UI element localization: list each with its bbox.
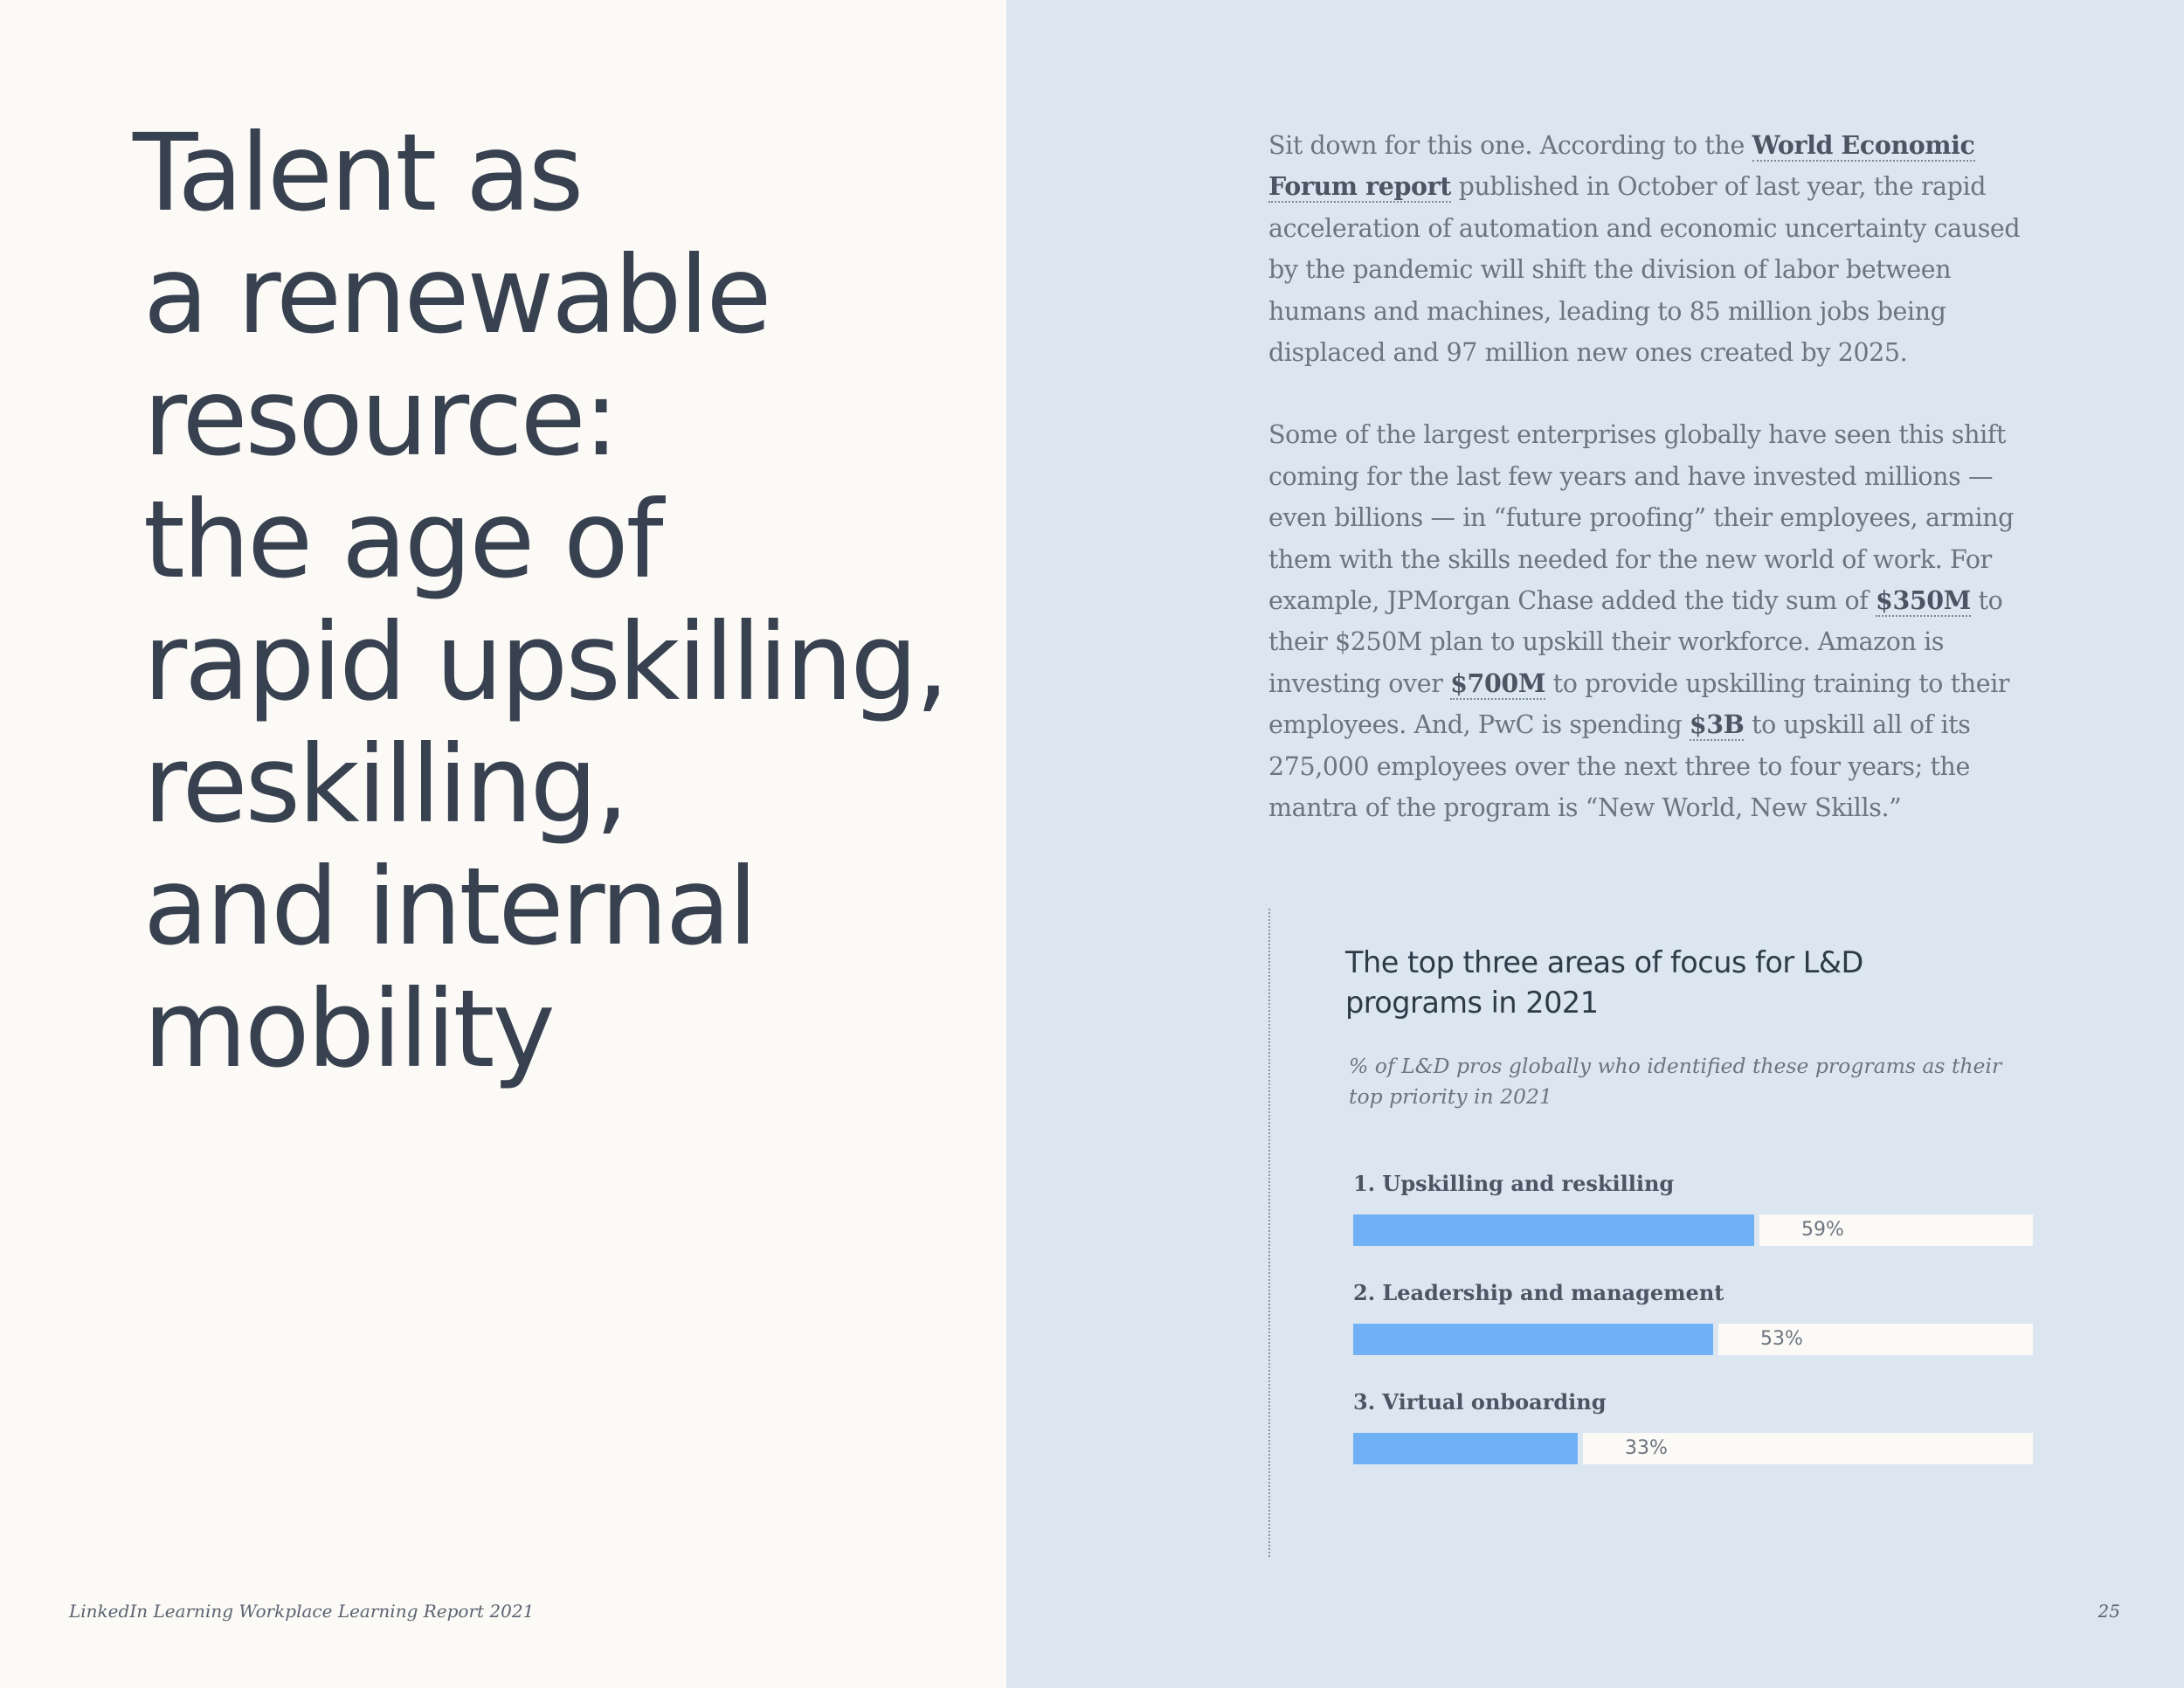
body-paragraph-2: Some of the largest enterprises globally… (1268, 414, 2046, 828)
body-text-run: to upskill all of its 275,000 employees … (1268, 710, 1971, 823)
wef-report-link[interactable]: World Economic Forum report (1268, 130, 1975, 204)
bar-category-label: 3. Virtual onboarding (1353, 1389, 1607, 1415)
body-text-run: to provide upskilling training to their … (1268, 668, 2010, 740)
bar-value-label: 59% (1754, 1214, 1844, 1246)
page-number: 25 (2098, 1601, 2120, 1622)
bar-item: 3. Virtual onboarding 33% (1353, 1389, 2035, 1477)
chart-divider (1268, 909, 1270, 1557)
bar (1353, 1214, 1754, 1246)
bar-track: 53% (1353, 1324, 2033, 1355)
headline-line-2: a renewable (143, 233, 771, 357)
bar-category-label: 2. Leadership and management (1353, 1280, 1724, 1305)
headline-line-4: the age of (143, 478, 664, 602)
chart-title: The top three areas of focus for L&D pro… (1345, 945, 1863, 1020)
headline-line-5: rapid upskilling, (143, 600, 950, 724)
bar (1353, 1433, 1578, 1464)
body-text: Sit down for this one. According to the … (1268, 125, 2046, 870)
body-text-run: to their $250M plan to upskill their wor… (1268, 586, 2003, 698)
headline-line-1: Talent as (133, 111, 584, 235)
jpmorgan-350m-link[interactable]: $350M (1876, 585, 1971, 618)
headline-line-3: resource: (143, 356, 619, 480)
report-footer: LinkedIn Learning Workplace Learning Rep… (69, 1601, 535, 1622)
amazon-700m-link[interactable]: $700M (1450, 668, 1545, 700)
bar-value-label: 53% (1713, 1324, 1803, 1355)
bar-item: 2. Leadership and management 53% (1353, 1280, 2035, 1367)
bar-track: 33% (1353, 1433, 2033, 1464)
right-panel (1006, 0, 2184, 1688)
page-headline: Talent as a renewable resource: the age … (133, 111, 950, 1091)
pwc-3b-link[interactable]: $3B (1689, 709, 1745, 742)
bar-category-label: 1. Upskilling and reskilling (1353, 1171, 1675, 1196)
bar-track: 59% (1353, 1214, 2033, 1246)
bar (1353, 1324, 1713, 1355)
bar-item: 1. Upskilling and reskilling 59% (1353, 1171, 2035, 1258)
body-text-run: published in October of last year, the r… (1268, 172, 2021, 368)
body-paragraph-1: Sit down for this one. According to the … (1268, 125, 2046, 373)
chart-subtitle: % of L&D pros globally who identified th… (1349, 1054, 2002, 1109)
bar-value-label: 33% (1578, 1433, 1668, 1464)
body-text-run: Sit down for this one. According to the (1268, 131, 1752, 160)
headline-line-6: reskilling, (143, 723, 629, 847)
headline-line-7: and internal (143, 845, 757, 969)
left-panel (0, 0, 1006, 1688)
headline-line-8: mobility (143, 967, 556, 1091)
body-text-run: Some of the largest enterprises globally… (1268, 420, 2014, 616)
